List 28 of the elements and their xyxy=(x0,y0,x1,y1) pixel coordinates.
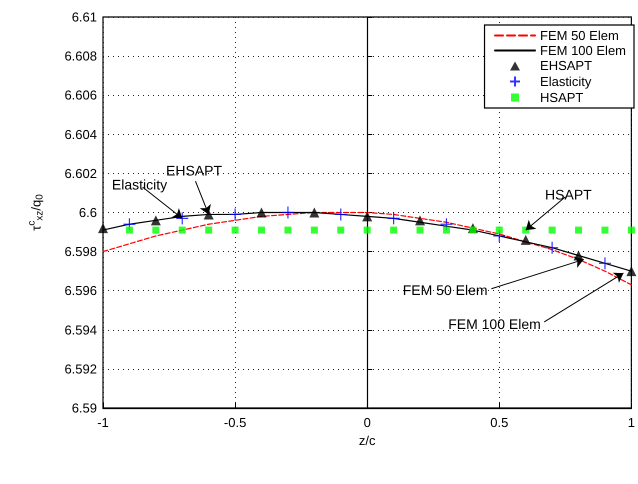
x-tick-label: 0 xyxy=(364,415,371,430)
annotation: FEM 100 Elem xyxy=(448,316,541,332)
x-tick-label: 0.5 xyxy=(490,415,508,430)
x-axis-title: z/c xyxy=(358,433,376,448)
y-tick-label: 6.598 xyxy=(64,244,97,260)
y-tick-label: 6.608 xyxy=(64,48,97,64)
legend-label: Elasticity xyxy=(540,74,592,89)
y-tick-label: 6.61 xyxy=(72,10,97,24)
annotation: HSAPT xyxy=(545,186,592,202)
y-tick-label: 6.606 xyxy=(64,88,97,103)
legend-label: FEM 50 Elem xyxy=(540,28,619,43)
x-tick-label: -0.5 xyxy=(224,415,246,430)
y-tick-label: 6.59 xyxy=(72,400,97,416)
y-tick-label: 6.604 xyxy=(64,126,97,142)
legend-label: EHSAPT xyxy=(540,58,592,73)
y-tick-label: 6.6 xyxy=(78,205,97,220)
y-tick-label: 6.592 xyxy=(64,361,97,376)
y-tick-label: 6.594 xyxy=(64,322,97,338)
annotation: Elasticity xyxy=(112,176,168,193)
x-tick-label: 1 xyxy=(628,415,635,430)
annotation: FEM 50 Elem xyxy=(402,282,488,298)
legend-label: FEM 100 Elem xyxy=(540,43,626,58)
y-tick-label: 6.602 xyxy=(64,166,97,181)
annotation: EHSAPT xyxy=(166,162,222,179)
legend-label: HSAPT xyxy=(540,90,584,105)
y-tick-label: 6.596 xyxy=(64,283,97,298)
y-axis-title: τcxz/q0 xyxy=(26,194,46,231)
x-tick-label: -1 xyxy=(97,415,109,430)
